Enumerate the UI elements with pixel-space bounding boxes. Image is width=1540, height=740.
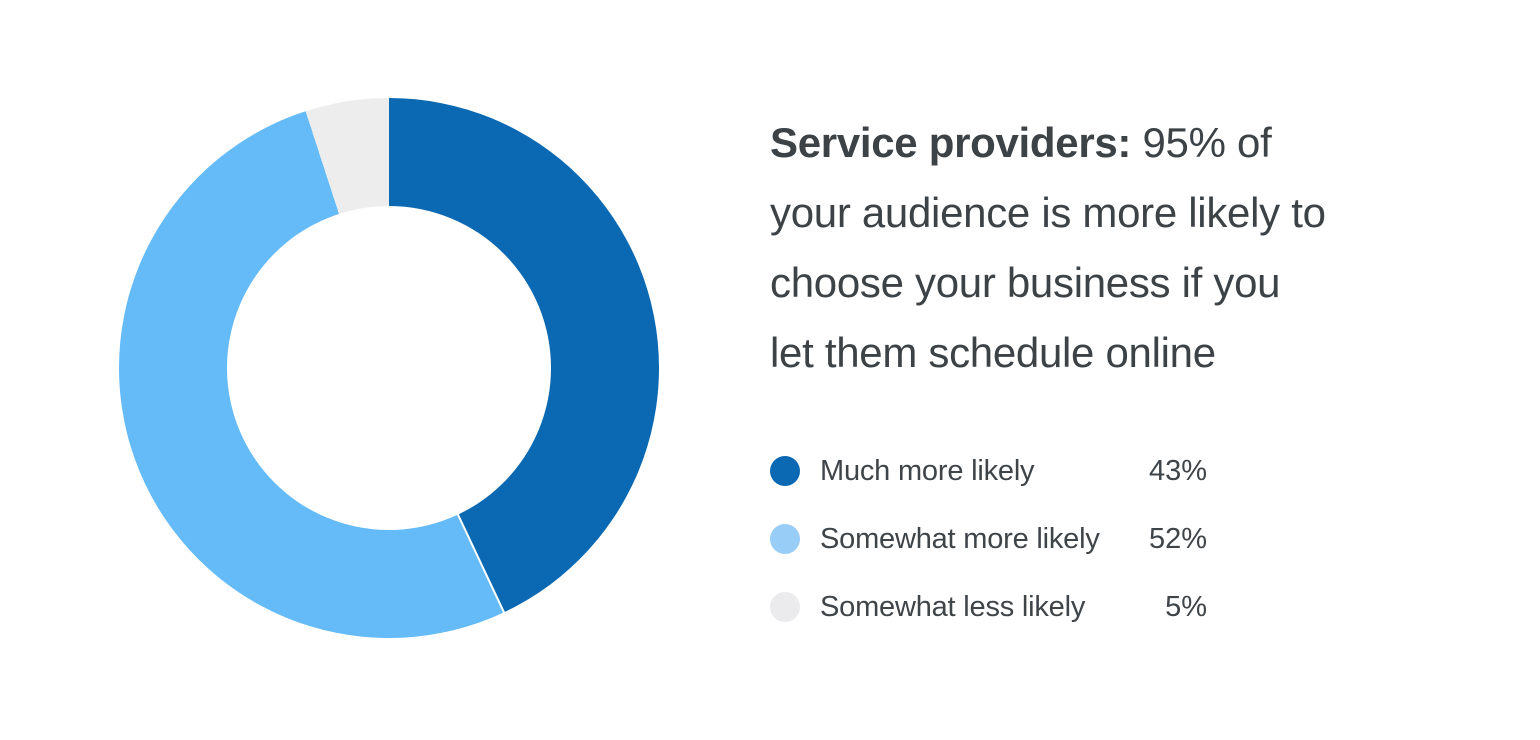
legend-dot-gray-icon xyxy=(770,592,800,622)
legend-item-somewhat-less-likely: Somewhat less likely 5% xyxy=(770,590,1207,623)
legend-dot-dark-blue-icon xyxy=(770,456,800,486)
legend-label: Somewhat more likely xyxy=(820,522,1100,555)
title-bold-prefix: Service providers: xyxy=(770,119,1132,166)
title-line-1-rest: 95% of xyxy=(1131,119,1272,166)
title-line-4: let them schedule online xyxy=(770,329,1216,376)
legend-value: 5% xyxy=(1165,590,1207,623)
donut-chart xyxy=(119,98,659,638)
legend-label: Much more likely xyxy=(820,454,1035,487)
chart-title: Service providers: 95% of your audience … xyxy=(770,108,1470,388)
title-line-3: choose your business if you xyxy=(770,259,1281,306)
chart-legend: Much more likely 43% Somewhat more likel… xyxy=(770,454,1207,660)
donut-hole xyxy=(227,206,551,530)
legend-value: 52% xyxy=(1148,522,1207,555)
title-line-1: Service providers: 95% of xyxy=(770,108,1470,178)
title-line-2: your audience is more likely to xyxy=(770,189,1326,236)
legend-item-much-more-likely: Much more likely 43% xyxy=(770,454,1207,487)
legend-label: Somewhat less likely xyxy=(820,590,1086,623)
legend-value: 43% xyxy=(1148,454,1207,487)
legend-item-somewhat-more-likely: Somewhat more likely 52% xyxy=(770,522,1207,555)
legend-dot-light-blue-icon xyxy=(770,524,800,554)
